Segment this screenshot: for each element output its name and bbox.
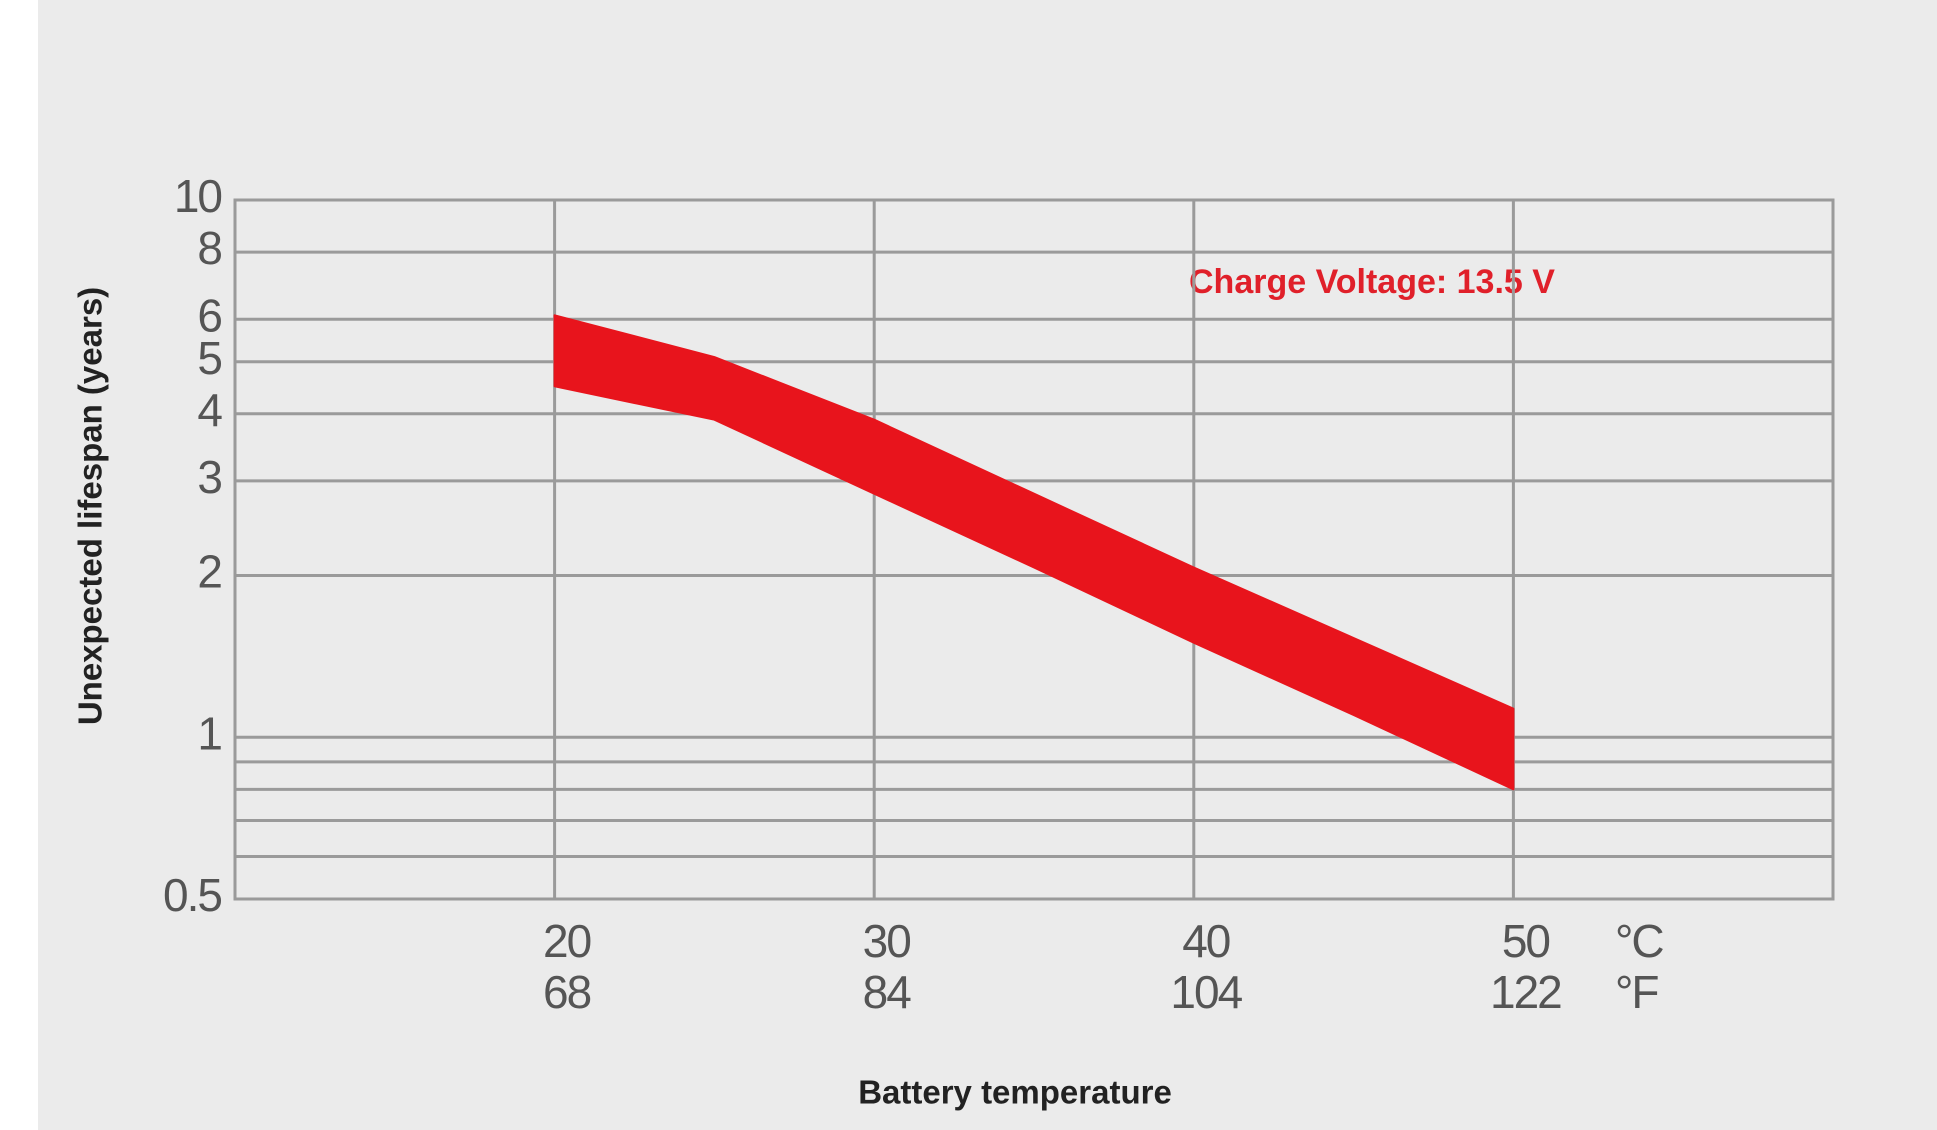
y-axis-title: Unexpected lifespan (years) xyxy=(72,287,109,725)
x-tick-label-secondary: 68 xyxy=(543,966,591,1018)
x-tick-label: 20 xyxy=(543,915,591,967)
y-tick-label: 0.5 xyxy=(163,869,221,921)
x-tick-label: 30 xyxy=(863,915,911,967)
y-tick-label: 1 xyxy=(197,707,221,759)
background xyxy=(38,0,1937,1130)
x-tick-label: 50 xyxy=(1502,915,1550,967)
x-axis-title: Battery temperature xyxy=(858,1074,1172,1111)
y-tick-label: 5 xyxy=(197,332,221,384)
y-tick-label: 6 xyxy=(197,289,221,341)
x-unit-secondary: °F xyxy=(1615,966,1658,1018)
y-tick-label: 10 xyxy=(174,170,222,222)
y-tick-label: 4 xyxy=(197,384,222,436)
annotation: Charge Voltage: 13.5 V xyxy=(1189,263,1555,301)
x-tick-label-secondary: 84 xyxy=(863,966,912,1018)
x-tick-label: 40 xyxy=(1182,915,1230,967)
y-tick-label: 3 xyxy=(197,451,221,503)
y-tick-label: 2 xyxy=(197,546,221,598)
x-tick-label-secondary: 122 xyxy=(1490,966,1561,1018)
x-unit: °C xyxy=(1615,915,1663,967)
y-tick-label: 8 xyxy=(197,222,221,274)
x-tick-label-secondary: 104 xyxy=(1170,966,1242,1018)
lifespan-band xyxy=(553,314,1515,791)
